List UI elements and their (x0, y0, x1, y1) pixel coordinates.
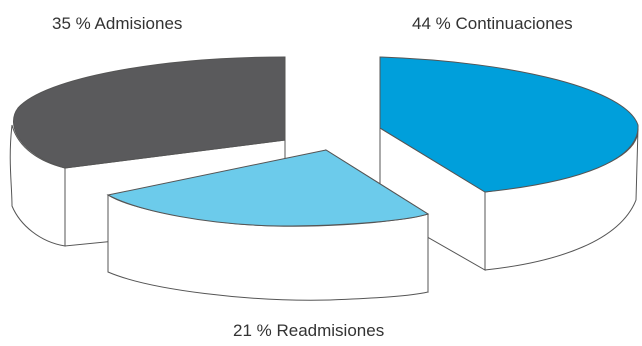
slice-readmisiones (106, 149, 430, 301)
label-continuaciones: 44 % Continuaciones (412, 14, 573, 33)
slice-readmisiones-top (106, 149, 430, 227)
label-admisiones: 35 % Admisiones (52, 14, 182, 33)
slice-admisiones-top (13, 56, 286, 169)
slice-continuaciones (379, 56, 639, 271)
slice-admisiones-outer-wall (9, 124, 66, 247)
slice-continuaciones-top (379, 56, 639, 193)
label-readmisiones: 21 % Readmisiones (233, 321, 384, 340)
